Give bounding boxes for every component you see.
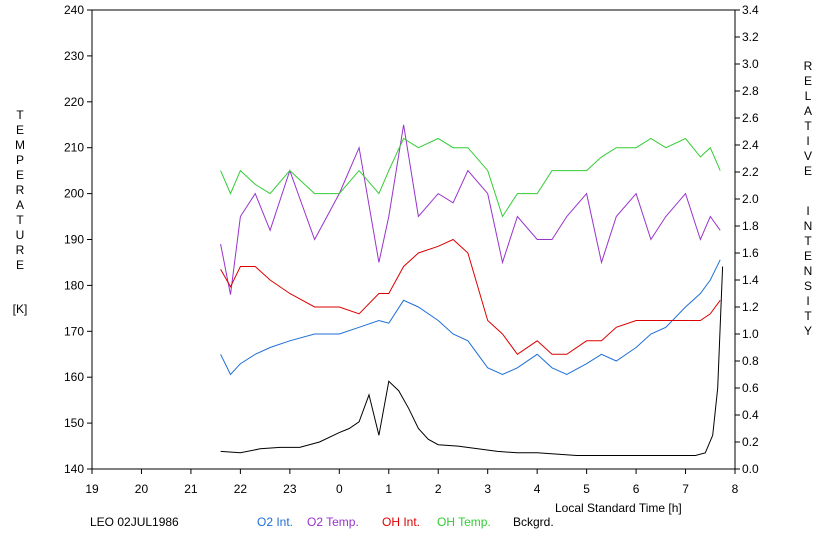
y-right-tick-label: 0.6 <box>742 381 759 395</box>
y-right-tick-label: 2.8 <box>742 84 759 98</box>
y-axis-right-letter: N <box>804 264 813 278</box>
legend-entry: OH Temp. <box>437 515 491 529</box>
x-axis-label: Local Standard Time [h] <box>555 501 682 515</box>
y-axis-left-letter: T <box>16 213 24 227</box>
y-axis-left-letter: E <box>16 123 24 137</box>
y-right-tick-label: 1.4 <box>742 273 759 287</box>
series-line-bckgrd <box>220 266 724 456</box>
y-right-tick-label: 1.8 <box>742 219 759 233</box>
y-left-tick-label: 200 <box>64 187 84 201</box>
y-axis-right-letter: Y <box>804 324 812 338</box>
y-left-tick-label: 150 <box>64 416 84 430</box>
y-axis-right-letter: L <box>805 89 812 103</box>
y-right-tick-label: 2.2 <box>742 165 759 179</box>
y-right-tick-label: 0.2 <box>742 435 759 449</box>
y-axis-left-letter: E <box>16 258 24 272</box>
x-tick-group: 19 20 21 22 23 0 1 2 3 4 5 6 7 8 <box>85 469 739 496</box>
y-left-tick-label: 180 <box>64 278 84 292</box>
series-line-oh-temp <box>220 137 721 218</box>
y-axis-left-letter: T <box>16 108 24 122</box>
y-left-tick-label: 210 <box>64 141 84 155</box>
y-right-tick-label: 0.4 <box>742 408 759 422</box>
y-axis-right-letter: A <box>804 104 812 118</box>
y-axis-right-letter: T <box>804 119 812 133</box>
y-left-tick-label: 190 <box>64 233 84 247</box>
y-axis-right-letter: I <box>806 134 809 148</box>
y-left-tick-label: 240 <box>64 3 84 17</box>
y-right-tick-label: 0.0 <box>742 462 759 476</box>
plot-frame <box>91 9 736 470</box>
series-line-oh-int <box>220 238 721 355</box>
y-left-tick-label: 160 <box>64 370 84 384</box>
y-left-tick-group: 140 150 160 170 180 190 200 210 220 230 240 <box>64 3 92 476</box>
y-right-tick-label: 3.4 <box>742 3 759 17</box>
legend-entry: OH Int. <box>382 515 420 529</box>
series-line-o2-temp <box>220 124 721 295</box>
y-axis-right-letter: N <box>804 219 813 233</box>
y-axis-left-unit: [K] <box>13 302 28 316</box>
x-tick-label: 4 <box>534 482 541 496</box>
y-axis-right-letter: I <box>806 294 809 308</box>
legend-entry: O2 Temp. <box>307 515 359 529</box>
y-axis-right-letter: E <box>804 249 812 263</box>
y-axis-right-letter: R <box>804 59 813 73</box>
x-tick-label: 23 <box>283 482 297 496</box>
y-right-tick-label: 3.0 <box>742 57 759 71</box>
legend: O2 Int. O2 Temp. OH Int. OH Temp. Bckgrd. <box>257 515 554 529</box>
y-left-tick-label: 170 <box>64 324 84 338</box>
x-tick-label: 3 <box>484 482 491 496</box>
y-axis-left-letter: A <box>16 198 24 212</box>
x-tick-label: 5 <box>583 482 590 496</box>
y-axis-right-letter: S <box>804 279 812 293</box>
y-axis-left-letter: E <box>16 168 24 182</box>
x-tick-label: 20 <box>135 482 149 496</box>
y-left-tick-label: 140 <box>64 462 84 476</box>
y-right-tick-label: 2.6 <box>742 111 759 125</box>
y-axis-right-letter: T <box>804 309 812 323</box>
legend-entry: O2 Int. <box>257 515 293 529</box>
y-right-tick-label: 1.2 <box>742 300 759 314</box>
x-tick-label: 2 <box>435 482 442 496</box>
x-tick-label: 6 <box>633 482 640 496</box>
y-axis-right-letter: T <box>804 234 812 248</box>
x-tick-label: 19 <box>85 482 99 496</box>
y-left-tick-label: 230 <box>64 49 84 63</box>
y-axis-right-letter: E <box>804 164 812 178</box>
x-tick-label: 7 <box>682 482 689 496</box>
y-axis-left-letter: R <box>16 183 25 197</box>
y-right-tick-label: 2.0 <box>742 192 759 206</box>
y-right-tick-label: 0.8 <box>742 354 759 368</box>
y-right-tick-label: 1.0 <box>742 327 759 341</box>
x-tick-label: 0 <box>336 482 343 496</box>
y-right-tick-label: 1.6 <box>742 246 759 260</box>
legend-entry: Bckgrd. <box>513 515 554 529</box>
series-layer <box>220 124 724 456</box>
y-axis-right-letter: I <box>806 204 809 218</box>
series-line-o2-int <box>220 259 721 376</box>
y-right-tick-group: 0.0 0.2 0.4 0.6 0.8 1.0 1.2 1.4 1.6 1.8 2.0 2.2 2.4 2… <box>735 3 759 476</box>
y-axis-right-letter: E <box>804 74 812 88</box>
y-right-tick-label: 2.4 <box>742 138 759 152</box>
x-tick-label: 22 <box>234 482 248 496</box>
y-axis-left-letter: M <box>15 138 25 152</box>
y-axis-left-letter: U <box>16 228 25 242</box>
site-date-label: LEO 02JUL1986 <box>90 515 179 529</box>
x-tick-label: 1 <box>385 482 392 496</box>
y-axis-left-letter: P <box>16 153 24 167</box>
x-tick-label: 8 <box>732 482 739 496</box>
x-tick-label: 21 <box>184 482 198 496</box>
y-axis-left-letter: R <box>16 243 25 257</box>
y-right-tick-label: 3.2 <box>742 30 759 44</box>
y-left-tick-label: 220 <box>64 95 84 109</box>
y-axis-right-letter: V <box>804 149 812 163</box>
